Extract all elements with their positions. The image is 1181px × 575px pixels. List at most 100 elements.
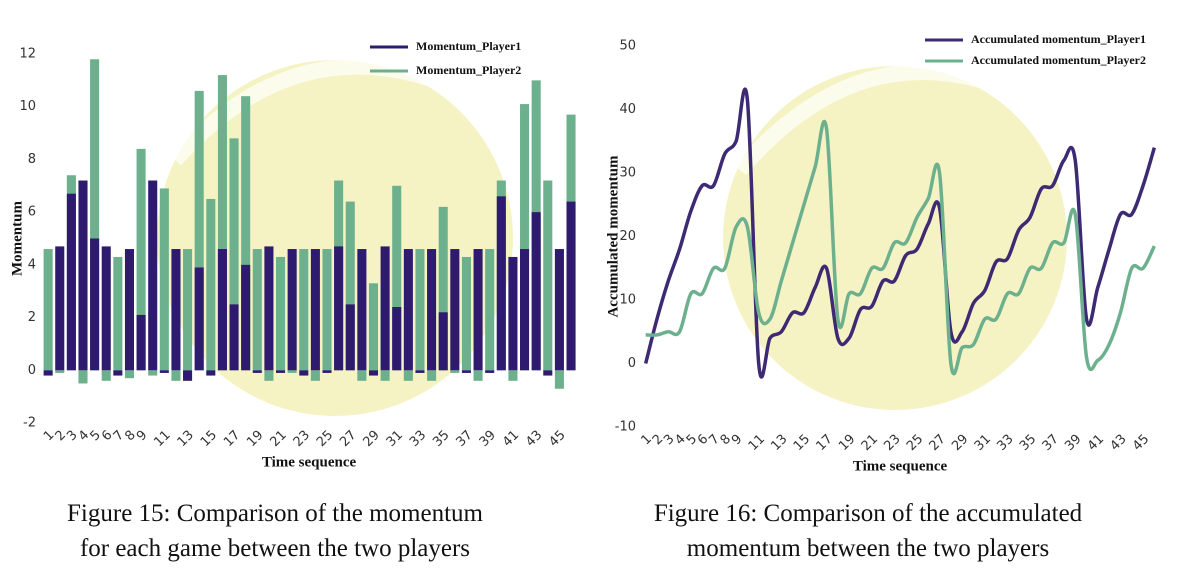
x-tick-label: 19 [244, 428, 266, 450]
bar [90, 59, 100, 371]
y-tick-label: 8 [28, 152, 36, 167]
bar [485, 370, 495, 373]
line [643, 87, 1157, 379]
bar [148, 370, 158, 376]
y-tick-label: 10 [619, 293, 636, 308]
bar [427, 249, 437, 371]
bar [55, 370, 65, 373]
bar [310, 249, 320, 371]
x-tick-label: 11 [746, 432, 768, 454]
bar [322, 249, 332, 371]
bar [310, 370, 320, 381]
bar [520, 104, 530, 371]
x-tick-label: 45 [1130, 432, 1152, 454]
x-tick-label: 39 [1062, 432, 1084, 454]
x-axis-label: Time sequence [262, 454, 357, 470]
bar [380, 370, 390, 381]
bar [78, 180, 88, 371]
bar [554, 370, 564, 389]
bar [368, 283, 379, 371]
bar [543, 180, 553, 371]
bar [136, 314, 146, 371]
bar [543, 370, 553, 376]
bar [159, 370, 169, 373]
x-tick-label: 11 [151, 428, 173, 450]
bar [113, 256, 123, 371]
x-tick-label: 25 [904, 432, 926, 454]
bar [566, 201, 576, 371]
bar [508, 256, 518, 371]
x-tick-label: 19 [836, 432, 858, 454]
bar [241, 264, 251, 371]
bar [287, 370, 297, 373]
x-tick-label: 39 [477, 428, 499, 450]
bar [90, 238, 100, 371]
bar [229, 138, 239, 371]
bar [287, 249, 297, 371]
x-tick-label: 21 [268, 428, 290, 450]
x-tick-label: 13 [175, 428, 197, 450]
x-tick-label: 23 [291, 428, 313, 450]
caption: Figure 15: Comparison of the momentum for… [67, 500, 483, 562]
y-tick-label: 0 [628, 356, 636, 371]
bar [415, 370, 425, 373]
bar [136, 148, 146, 371]
y-tick-label: -10 [615, 420, 636, 435]
y-tick-label: -2 [23, 416, 36, 431]
x-tick-label: 33 [407, 428, 429, 450]
x-tick-label: 45 [546, 428, 568, 450]
bar [345, 201, 355, 371]
bar [357, 249, 367, 371]
x-tick-label: 27 [927, 432, 949, 454]
x-tick-label: 25 [314, 428, 336, 450]
bar [66, 193, 76, 371]
bar [241, 96, 251, 371]
bar [148, 180, 158, 371]
bar [380, 246, 390, 371]
bar [403, 249, 413, 371]
bar [206, 198, 216, 371]
bar [450, 249, 460, 371]
bar [427, 370, 437, 381]
y-tick-label: 4 [28, 257, 36, 272]
y-tick-label: 2 [28, 310, 36, 325]
bar [508, 370, 518, 381]
bar [55, 246, 65, 371]
bar [124, 249, 135, 371]
bar [357, 370, 367, 381]
bar [183, 249, 193, 371]
x-tick-label: 35 [1017, 432, 1039, 454]
bar [124, 370, 135, 379]
bar [194, 267, 204, 371]
legend-label: Momentum_Player2 [416, 63, 521, 77]
bar [299, 249, 309, 371]
bar [496, 196, 506, 371]
x-tick-label: 15 [791, 432, 813, 454]
x-tick-label: 31 [384, 428, 406, 450]
bar [217, 75, 227, 371]
ball-seam [733, 64, 1013, 176]
y-tick-label: 30 [619, 166, 636, 181]
bar [275, 256, 286, 371]
bar [403, 370, 413, 381]
x-tick-label: 21 [859, 432, 881, 454]
x-tick-label: 29 [360, 428, 382, 450]
y-tick-label: 0 [28, 363, 36, 378]
x-tick-label: 43 [1107, 432, 1129, 454]
bar [368, 370, 379, 376]
x-tick-label: 35 [430, 428, 452, 450]
bar [252, 249, 262, 371]
x-tick-label: 37 [1040, 432, 1062, 454]
bar [322, 370, 332, 373]
bar [438, 312, 448, 371]
bar [252, 370, 262, 373]
x-tick-label: 9 [134, 428, 150, 444]
bar [345, 304, 355, 371]
bar [264, 370, 274, 381]
bar [159, 188, 169, 371]
x-axis-label: Time sequence [853, 458, 948, 474]
x-tick-label: 29 [949, 432, 971, 454]
y-tick-label: 20 [619, 229, 636, 244]
